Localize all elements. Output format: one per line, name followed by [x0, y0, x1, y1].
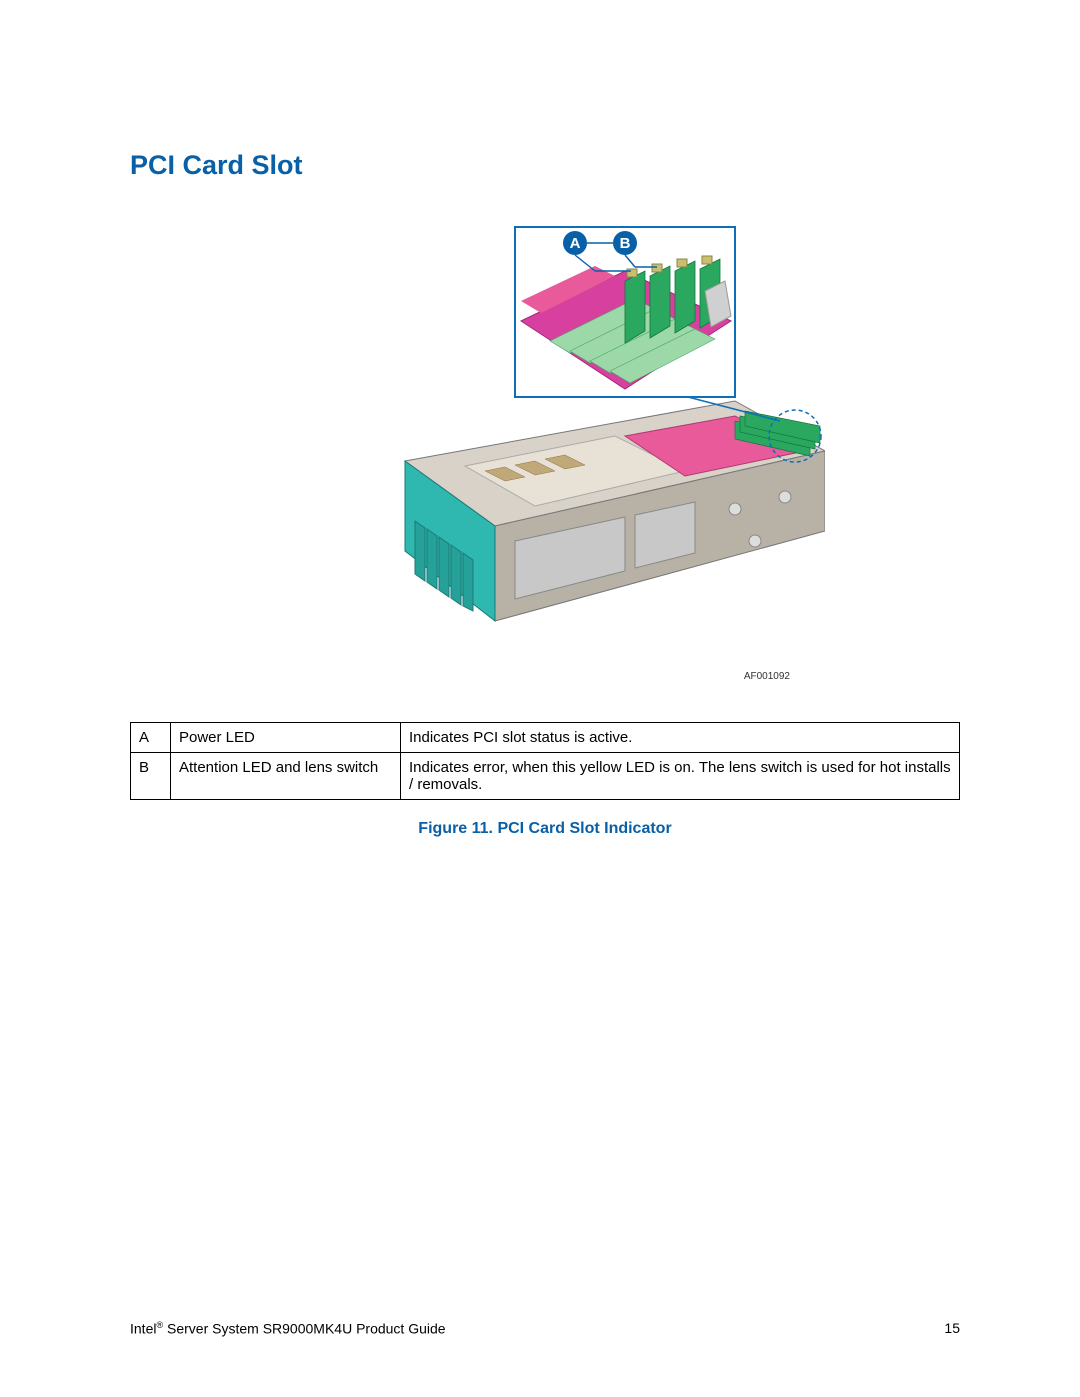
- cell-key: A: [131, 723, 171, 753]
- image-code: AF001092: [130, 671, 790, 682]
- cell-desc: Indicates PCI slot status is active.: [401, 723, 960, 753]
- svg-text:A: A: [570, 235, 581, 252]
- table-row: B Attention LED and lens switch Indicate…: [131, 753, 960, 800]
- footer-left: Intel® Server System SR9000MK4U Product …: [130, 1320, 446, 1337]
- server-illustration: A B: [265, 221, 825, 641]
- legend-table: A Power LED Indicates PCI slot status is…: [130, 722, 960, 800]
- cell-key: B: [131, 753, 171, 800]
- inset-detail: A B: [515, 227, 735, 397]
- table-row: A Power LED Indicates PCI slot status is…: [131, 723, 960, 753]
- svg-text:B: B: [620, 235, 631, 252]
- cell-name: Attention LED and lens switch: [171, 753, 401, 800]
- figure-caption: Figure 11. PCI Card Slot Indicator: [130, 820, 960, 838]
- page-footer: Intel® Server System SR9000MK4U Product …: [130, 1320, 960, 1337]
- section-heading: PCI Card Slot: [130, 150, 960, 181]
- footer-page-number: 15: [944, 1320, 960, 1337]
- cell-name: Power LED: [171, 723, 401, 753]
- cell-desc: Indicates error, when this yellow LED is…: [401, 753, 960, 800]
- figure-container: A B: [130, 221, 960, 641]
- chassis: [405, 401, 825, 621]
